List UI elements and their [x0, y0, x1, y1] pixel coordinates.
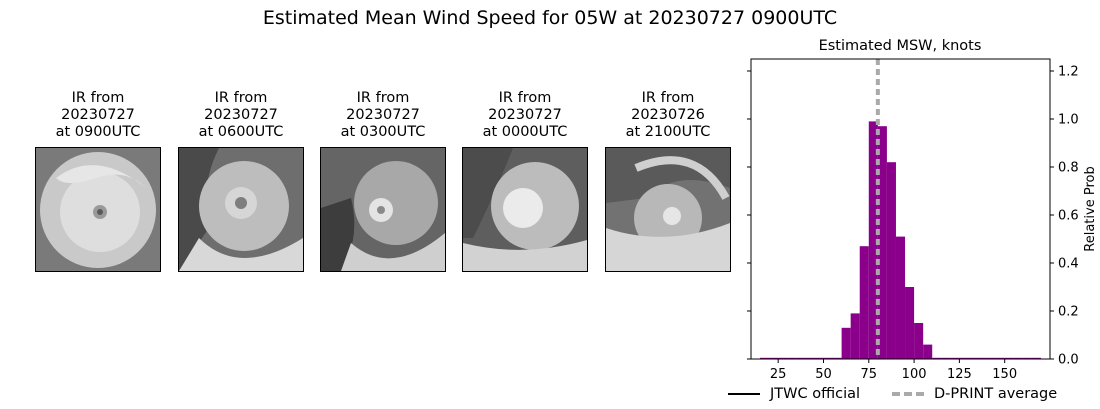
histogram-bar [796, 357, 806, 359]
histogram-bar [1004, 357, 1014, 359]
y-tick-label: 1.0 [1058, 113, 1079, 128]
x-tick-label: 125 [947, 367, 972, 382]
y-axis-label: Relative Prob [1083, 166, 1098, 251]
x-tick-label: 75 [861, 367, 878, 382]
x-tick-label: 100 [902, 367, 927, 382]
y-tick-label: 1.2 [1058, 65, 1079, 80]
figure-title: Estimated Mean Wind Speed for 05W at 202… [262, 7, 838, 29]
histogram-bar [769, 357, 779, 359]
histogram-bar [859, 246, 869, 359]
legend-item-dprint: D-PRINT average [892, 386, 1057, 402]
histogram-bar [787, 357, 797, 359]
ir-panel-2: IR from 20230727 at 0600UTC [178, 90, 304, 272]
histogram-bar [760, 357, 770, 359]
legend-label-jtwc: JTWC official [770, 386, 861, 402]
jtwc-line-swatch [728, 393, 760, 395]
y-tick-label: 0.6 [1058, 209, 1079, 224]
x-tick-label: 150 [992, 367, 1017, 382]
ir-satellite-image [35, 147, 161, 272]
histogram-bar [977, 357, 987, 359]
y-tick-label: 0.4 [1058, 257, 1079, 272]
ir-satellite-image [605, 147, 731, 272]
histogram-bar [868, 121, 878, 360]
histogram-bar [841, 327, 851, 359]
y-tick-label: 0.0 [1058, 353, 1079, 368]
ir-panel-title: IR from 20230727 at 0300UTC [340, 90, 426, 140]
histogram-bar [968, 357, 978, 359]
dprint-line-swatch [892, 392, 925, 396]
histogram-bar [986, 357, 996, 359]
x-tick-label: 25 [770, 367, 787, 382]
ir-panel-title: IR from 20230727 at 0600UTC [198, 90, 284, 140]
y-tick-label: 0.8 [1058, 161, 1079, 176]
histogram-bar [1022, 357, 1032, 359]
legend-item-jtwc: JTWC official [728, 386, 860, 402]
histogram-bar [895, 236, 906, 359]
histogram-bar [923, 344, 933, 359]
ir-panel-3: IR from 20230727 at 0300UTC [320, 90, 446, 272]
histogram-bar [905, 287, 915, 359]
histogram-bar [959, 357, 969, 359]
histogram-bar [814, 357, 824, 359]
histogram-bar [850, 313, 860, 359]
histogram-bar [1031, 357, 1041, 359]
histogram-bar [832, 357, 842, 359]
histogram-bar [1013, 357, 1023, 359]
ir-panel-4: IR from 20230727 at 0000UTC [462, 90, 588, 272]
ir-satellite-image [320, 147, 446, 272]
histogram-bar [950, 357, 960, 359]
histogram-bar [995, 357, 1005, 359]
histogram-bar [805, 357, 815, 359]
ir-panel-1: IR from 20230727 at 0900UTC [35, 90, 161, 272]
ir-satellite-image [178, 147, 304, 272]
ir-panel-title: IR from 20230727 at 0000UTC [482, 90, 568, 140]
ir-satellite-image [462, 147, 588, 272]
histogram-bar [886, 162, 896, 359]
chart-legend: JTWC official D-PRINT average [728, 386, 1057, 402]
histogram-bar [914, 323, 924, 359]
y-tick-label: 0.2 [1058, 305, 1079, 320]
ir-panel-title: IR from 20230727 at 0900UTC [55, 90, 141, 140]
x-tick-label: 50 [815, 367, 832, 382]
ir-panel-title: IR from 20230726 at 2100UTC [625, 90, 711, 140]
histogram-bar [877, 126, 887, 359]
chart-title: Estimated MSW, knots [819, 38, 982, 54]
histogram-bar [778, 357, 788, 359]
plot-frame [750, 58, 1051, 360]
histogram-bar [932, 357, 942, 359]
histogram-bar [823, 357, 833, 359]
histogram-bar [941, 357, 951, 359]
legend-label-dprint: D-PRINT average [934, 386, 1058, 402]
ir-panel-5: IR from 20230726 at 2100UTC [605, 90, 731, 272]
